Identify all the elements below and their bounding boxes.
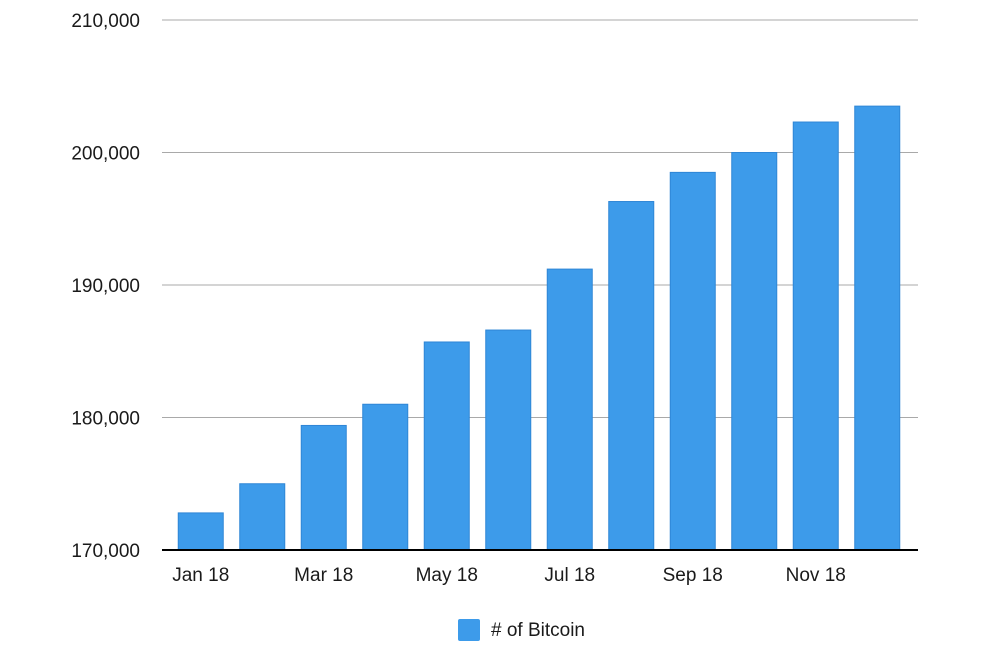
bars <box>177 105 901 551</box>
y-tick-label: 180,000 <box>71 409 140 430</box>
x-tick-label: May 18 <box>416 565 478 586</box>
x-axis-ticks: Jan 18 Mar 18 May 18 Jul 18 Sep 18 Nov 18 <box>172 565 846 586</box>
bar <box>546 268 593 551</box>
y-tick-label: 170,000 <box>71 541 140 562</box>
legend-swatch <box>458 619 480 641</box>
bar <box>792 121 839 551</box>
y-tick-label: 200,000 <box>71 144 140 165</box>
bar <box>731 152 778 551</box>
bar <box>300 424 347 551</box>
y-tick-label: 210,000 <box>71 11 140 32</box>
x-tick-label: Mar 18 <box>294 565 353 586</box>
bar <box>485 329 532 551</box>
gridlines <box>162 19 918 418</box>
x-tick-label: Nov 18 <box>786 565 846 586</box>
y-tick-label: 190,000 <box>71 276 140 297</box>
bar <box>608 201 655 551</box>
x-tick-label: Jul 18 <box>544 565 595 586</box>
bar <box>362 403 409 551</box>
bar <box>177 512 224 551</box>
y-axis-ticks: 170,000 180,000 190,000 200,000 210,000 <box>71 11 140 562</box>
bar <box>423 341 470 551</box>
x-tick-label: Sep 18 <box>663 565 723 586</box>
legend[interactable]: # of Bitcoin <box>458 619 585 641</box>
legend-label: # of Bitcoin <box>491 620 585 641</box>
x-tick-label: Jan 18 <box>172 565 229 586</box>
bar <box>239 483 286 551</box>
bar <box>669 171 716 551</box>
bar <box>854 105 901 551</box>
